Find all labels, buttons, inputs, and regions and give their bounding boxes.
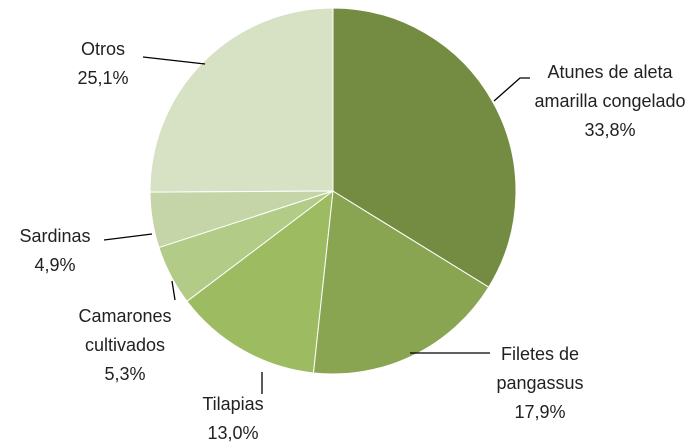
pie-slice xyxy=(149,7,334,193)
pie-slice xyxy=(332,7,517,288)
leader-line xyxy=(493,77,530,102)
category-label: Sardinas xyxy=(19,226,91,246)
slice-label: Otros 25,1% xyxy=(48,35,158,93)
category-label: Tilapias xyxy=(202,394,264,414)
slice-label: Atunes de aleta amarilla congelado 33,8% xyxy=(529,58,691,145)
value-label: 33,8% xyxy=(584,120,636,140)
leader-line xyxy=(142,56,206,65)
slice-label: Camarones cultivados 5,3% xyxy=(69,302,181,389)
value-label: 13,0% xyxy=(207,423,259,443)
slice-label: Filetes de pangassus 17,9% xyxy=(484,340,596,427)
category-label: Filetes de pangassus xyxy=(496,344,584,393)
slice-label: Tilapias 13,0% xyxy=(173,390,293,446)
slice-label: Sardinas 4,9% xyxy=(0,222,110,280)
value-label: 17,9% xyxy=(514,402,566,422)
leader-line xyxy=(171,280,176,301)
value-label: 4,9% xyxy=(34,255,76,275)
value-label: 5,3% xyxy=(104,364,146,384)
category-label: Atunes de aleta amarilla congelado xyxy=(534,62,686,111)
category-label: Otros xyxy=(80,39,125,59)
pie-slice xyxy=(186,189,334,374)
value-label: 25,1% xyxy=(77,68,129,88)
category-label: Camarones cultivados xyxy=(78,306,172,355)
leader-line xyxy=(103,233,153,241)
pie-slice xyxy=(312,190,490,375)
